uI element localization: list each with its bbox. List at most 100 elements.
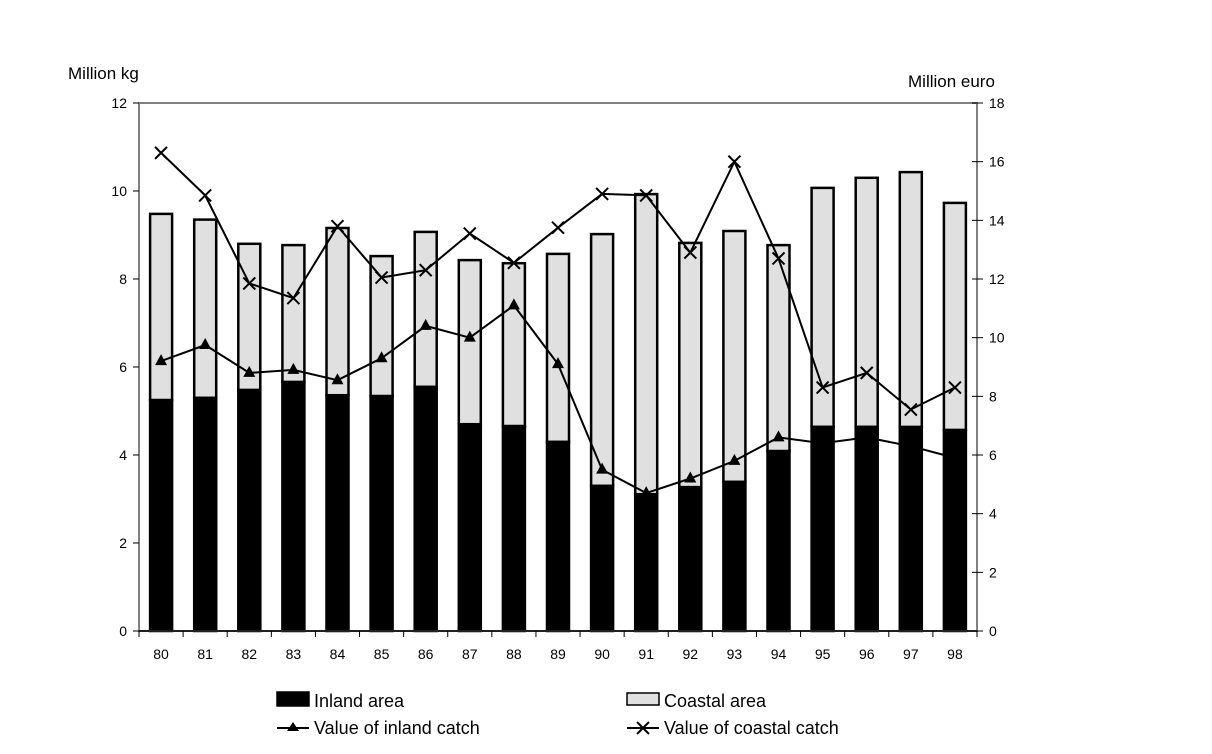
marker-inland-catch-89 <box>552 357 564 369</box>
right-tick-label: 2 <box>989 564 997 580</box>
bar-inland-80 <box>148 398 174 633</box>
left-tick-label: 10 <box>111 183 127 199</box>
x-tick-label: 97 <box>903 646 919 662</box>
bar-coastal-93 <box>722 229 747 484</box>
right-tick-label: 6 <box>989 447 997 463</box>
right-tick-label: 4 <box>989 506 997 522</box>
legend-swatch-coastal-area <box>626 692 660 706</box>
bar-coastal-90 <box>589 232 615 488</box>
right-tick-label: 8 <box>989 388 997 404</box>
left-tick-label: 12 <box>111 95 127 111</box>
bar-coastal-80 <box>148 212 174 402</box>
bar-inland-83 <box>281 380 306 633</box>
legend-swatch-inland-area <box>276 691 310 707</box>
marker-inland-catch-80 <box>155 354 168 366</box>
legend-label-coastal-area: Coastal area <box>664 691 767 711</box>
marker-coastal-catch-80 <box>154 146 168 160</box>
marker-coastal-catch-85 <box>374 270 389 285</box>
right-axis-label: Million euro <box>908 72 995 91</box>
marker-inland-catch-84 <box>331 373 344 385</box>
marker-coastal-catch-96 <box>860 366 874 380</box>
marker-coastal-catch-95 <box>815 380 830 395</box>
marker-coastal-catch-87 <box>463 226 477 241</box>
marker-inland-catch-93 <box>728 453 741 465</box>
marker-inland-catch-95 <box>816 436 829 448</box>
marker-coastal-catch-88 <box>507 256 521 270</box>
x-tick-label: 93 <box>727 646 743 662</box>
legend: Inland area Coastal area Value of inland… <box>276 691 839 738</box>
bar-inland-88 <box>501 424 527 633</box>
marker-coastal-catch-93 <box>727 154 742 169</box>
marker-inland-catch-86 <box>419 318 432 330</box>
bar-inland-87 <box>457 422 483 633</box>
marker-inland-catch-98 <box>948 450 961 462</box>
right-tick-label: 10 <box>989 330 1005 346</box>
bar-coastal-86 <box>413 230 438 389</box>
bar-coastal-98 <box>942 201 968 432</box>
marker-inland-catch-85 <box>375 351 388 363</box>
x-tick-label: 86 <box>418 646 434 662</box>
x-tick-label: 81 <box>197 646 213 662</box>
marker-inland-catch-90 <box>596 462 609 474</box>
bar-coastal-89 <box>545 252 571 444</box>
right-tick-label: 0 <box>989 623 997 639</box>
x-tick-label: 82 <box>241 646 257 662</box>
left-axis-label: Million kg <box>68 64 139 83</box>
bar-inland-96 <box>854 425 879 633</box>
marker-inland-catch-83 <box>287 362 300 374</box>
right-tick-label: 14 <box>989 212 1005 228</box>
bar-inland-91 <box>633 492 659 633</box>
marker-coastal-catch-84 <box>330 219 345 233</box>
bar-coastal-84 <box>325 226 350 397</box>
left-tick-label: 6 <box>119 359 127 375</box>
lines-group <box>154 146 962 498</box>
x-tick-label: 92 <box>683 646 699 662</box>
bar-inland-84 <box>325 393 350 633</box>
bar-inland-94 <box>766 449 791 633</box>
bar-coastal-88 <box>501 261 527 428</box>
bar-inland-86 <box>413 385 438 633</box>
x-tick-label: 87 <box>462 646 478 662</box>
triangle-marker-icon <box>287 722 299 731</box>
x-tick-label: 96 <box>859 646 875 662</box>
marker-coastal-catch-91 <box>639 188 653 203</box>
bar-inland-95 <box>810 425 835 633</box>
x-tick-label: 89 <box>550 646 566 662</box>
marker-coastal-catch-92 <box>683 245 698 260</box>
x-tick-label: 83 <box>286 646 302 662</box>
legend-label-inland-catch: Value of inland catch <box>314 718 480 738</box>
bar-inland-93 <box>722 480 747 633</box>
marker-inland-catch-96 <box>860 430 873 442</box>
bar-coastal-97 <box>898 170 924 429</box>
x-tick-label: 88 <box>506 646 522 662</box>
left-tick-label: 0 <box>119 623 127 639</box>
left-tick-label: 2 <box>119 535 127 551</box>
x-marker-icon <box>636 721 650 735</box>
x-tick-label: 94 <box>771 646 787 662</box>
x-tick-label: 80 <box>153 646 169 662</box>
bar-coastal-81 <box>192 218 218 400</box>
bar-inland-90 <box>589 484 615 633</box>
bar-coastal-83 <box>281 243 306 384</box>
bar-inland-82 <box>237 388 262 633</box>
bar-coastal-95 <box>810 186 835 429</box>
marker-coastal-catch-97 <box>904 402 918 417</box>
bar-inland-89 <box>545 440 571 633</box>
marker-coastal-catch-90 <box>595 187 609 201</box>
marker-inland-catch-87 <box>463 330 476 342</box>
marker-coastal-catch-89 <box>551 220 565 235</box>
x-tick-label: 90 <box>594 646 610 662</box>
right-tick-label: 16 <box>989 154 1005 170</box>
marker-inland-catch-92 <box>684 471 697 483</box>
axes-group: 0 2 4 6 8 10 12 0 2 4 6 8 10 12 14 16 18 80 81 82 83 84 85 86 87… <box>111 95 1004 662</box>
x-tick-label: 95 <box>815 646 831 662</box>
bar-coastal-92 <box>678 241 703 489</box>
bar-inland-81 <box>192 396 218 633</box>
right-tick-label: 18 <box>989 95 1005 111</box>
legend-label-coastal-catch: Value of coastal catch <box>664 718 839 738</box>
x-tick-label: 91 <box>638 646 654 662</box>
marker-coastal-catch-81 <box>198 188 212 203</box>
marker-inland-catch-82 <box>243 365 256 377</box>
right-tick-label: 12 <box>989 271 1005 287</box>
x-tick-label: 84 <box>330 646 346 662</box>
